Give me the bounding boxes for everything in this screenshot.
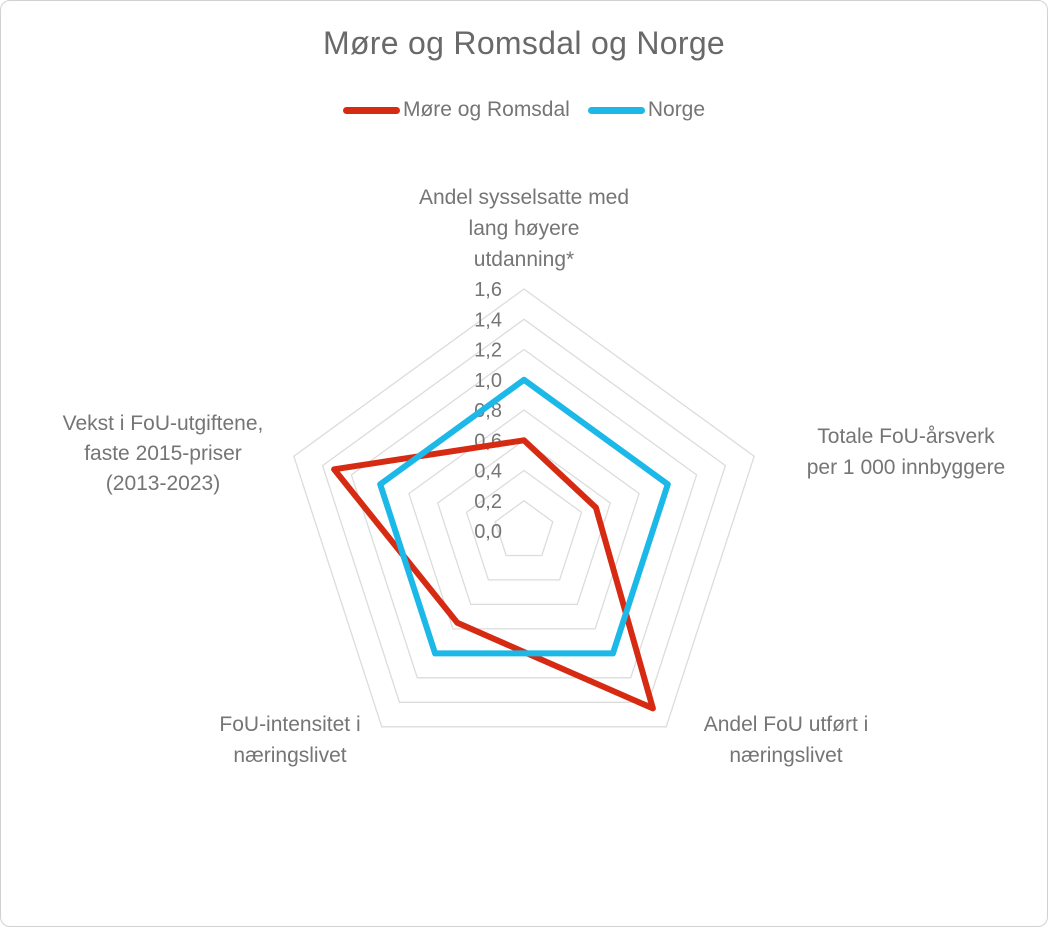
legend-swatch-norge [587,106,645,114]
radial-tick-label-0-0: 0,0 [474,521,502,543]
axis-label-andel-sysselsatte-med-lang-hoyere-utdanning: Andel sysselsatte med lang høyere utdannin… [419,186,629,271]
grid-pentagon-1.2 [350,348,698,679]
legend-label-more-og-romsdal: Møre og Romsdal [402,98,570,121]
grid-pentagon-1.4 [321,318,727,703]
series-line-more-og-romsdal [331,437,656,712]
chart-title: Møre og Romsdal og Norge [322,25,726,61]
grid-pentagon-0.8 [408,409,640,630]
legend-item-norge[interactable]: Norge [587,98,706,122]
radial-tick-label-1-6: 1,6 [474,279,502,301]
axis-label-totale-fou-arsverk-per-1-000-innbyggere: Totale FoU-årsverk per 1 000 innbyggere [807,425,1006,479]
grid-pentagon-0.2 [494,499,554,557]
radial-tick-label-1-2: 1,2 [474,340,502,362]
series-line-norge [377,376,671,657]
axis-label-fou-intensitet-i-naeringslivet: FoU-intensitet i næringslivet [219,713,360,767]
radial-tick-label-1-0: 1,0 [474,370,502,392]
radial-tick-label-1-4: 1,4 [474,309,502,331]
axis-label-vekst-i-fou-utgiftene-faste-2015-priser-2013-2023: Vekst i FoU-utgiftene, faste 2015-priser(… [63,412,264,495]
grid-pentagon-1.6 [293,288,755,728]
axis-label-andel-fou-utfort-i-naeringslivet: Andel FoU utført i næringslivet [704,713,869,767]
legend-label-norge: Norge [647,98,706,121]
grid-pentagon-0.4 [465,469,583,581]
legend-swatch-more-og-romsdal [342,106,400,114]
grid-pentagon-0.6 [436,439,612,606]
radial-tick-label-0-8: 0,8 [474,400,502,422]
radial-tick-label-0-4: 0,4 [474,461,502,483]
chart-legend: Møre og Romsdal Norge [1,98,1047,122]
radial-tick-label-0-2: 0,2 [474,491,502,513]
legend-item-more-og-romsdal[interactable]: Møre og Romsdal [342,98,570,122]
